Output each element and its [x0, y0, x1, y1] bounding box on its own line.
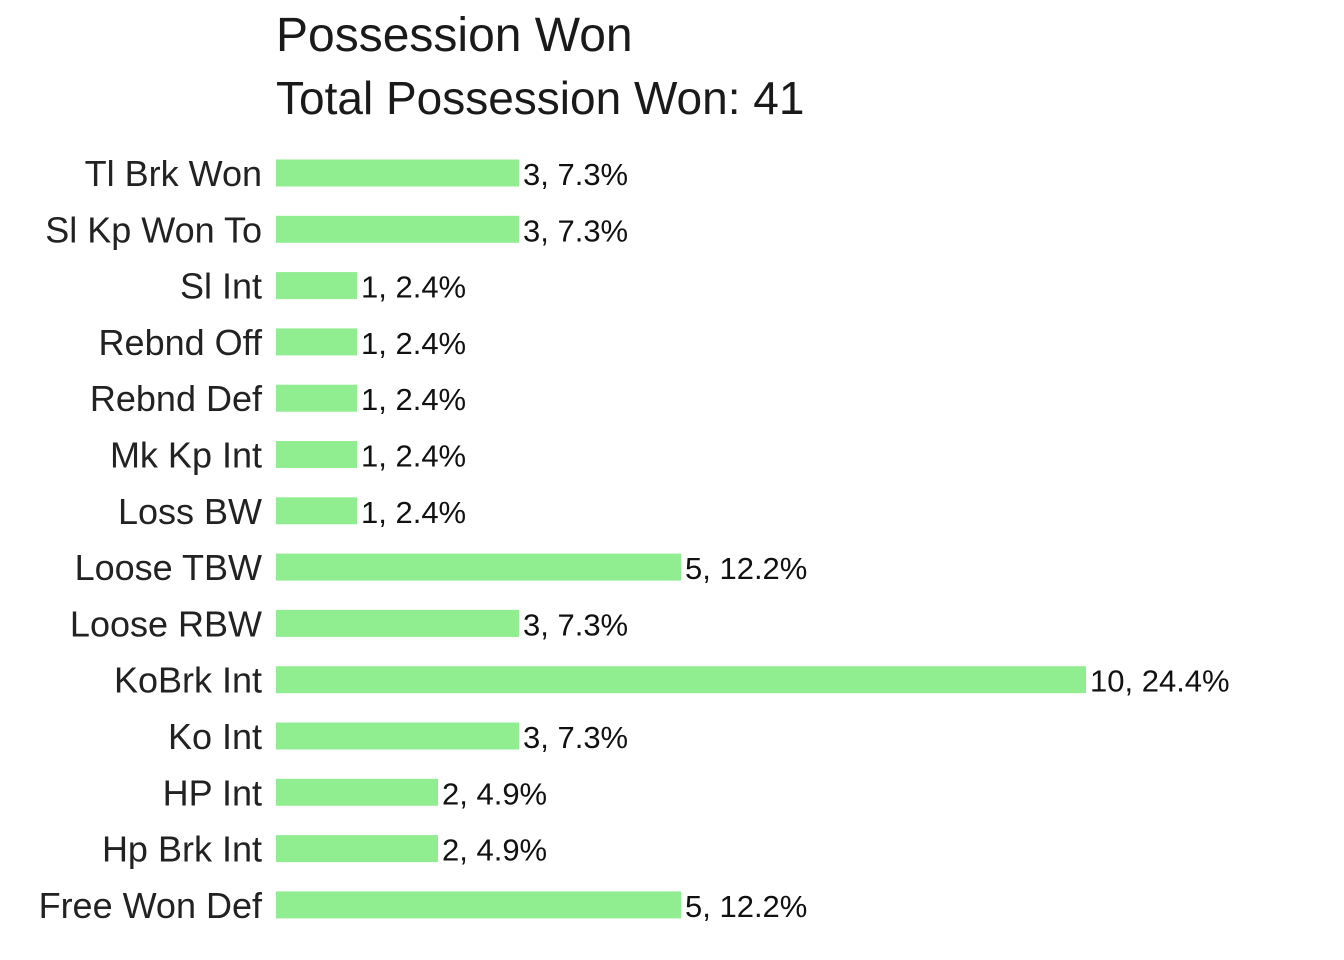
- bar: [276, 441, 357, 468]
- bar: [276, 272, 357, 300]
- bar: [276, 553, 681, 581]
- data-label: 1, 2.4%: [361, 382, 466, 417]
- category-label: Free Won Def: [39, 885, 263, 926]
- bar: [276, 891, 681, 919]
- category-label: Loose RBW: [70, 603, 262, 644]
- category-label: Loose TBW: [75, 547, 262, 588]
- data-label: 1, 2.4%: [361, 495, 466, 530]
- bar: [276, 384, 357, 412]
- data-label: 1, 2.4%: [361, 326, 466, 361]
- bar: [276, 215, 519, 243]
- category-label: Mk Kp Int: [110, 435, 262, 476]
- category-label: KoBrk Int: [114, 660, 262, 701]
- data-label: 10, 24.4%: [1090, 664, 1230, 699]
- bar: [276, 328, 357, 356]
- category-label: Rebnd Off: [99, 322, 263, 363]
- bar: [276, 497, 357, 525]
- bar: [276, 159, 519, 187]
- value-labels: 3, 7.3% 3, 7.3% 1, 2.4% 1, 2.4% 1, 2.4% 1, 2.…: [361, 157, 1230, 924]
- bar: [276, 722, 519, 750]
- data-label: 3, 7.3%: [523, 720, 628, 755]
- bars-group: [276, 159, 1086, 919]
- category-label: Rebnd Def: [90, 378, 263, 419]
- data-label: 1, 2.4%: [361, 270, 466, 305]
- bar: [276, 609, 519, 637]
- data-label: 5, 12.2%: [685, 889, 807, 924]
- category-labels: Tl Brk Won Sl Kp Won To Sl Int Rebnd Off Reb…: [39, 153, 263, 926]
- data-label: 2, 4.9%: [442, 833, 547, 868]
- chart-title: Possession Won: [276, 9, 633, 62]
- category-label: Ko Int: [168, 716, 262, 757]
- data-label: 3, 7.3%: [523, 157, 628, 192]
- bar: [276, 666, 1086, 694]
- data-label: 5, 12.2%: [685, 551, 807, 586]
- category-label: Hp Brk Int: [102, 829, 262, 870]
- data-label: 3, 7.3%: [523, 607, 628, 642]
- data-label: 2, 4.9%: [442, 776, 547, 811]
- category-label: Tl Brk Won: [85, 153, 262, 194]
- category-label: Sl Kp Won To: [45, 209, 262, 250]
- chart-subtitle: Total Possession Won: 41: [276, 72, 805, 124]
- data-label: 3, 7.3%: [523, 213, 628, 248]
- category-label: HP Int: [163, 772, 262, 813]
- data-label: 1, 2.4%: [361, 439, 466, 474]
- category-label: Sl Int: [180, 266, 262, 307]
- bar: [276, 835, 438, 863]
- category-label: Loss BW: [118, 491, 262, 532]
- bar: [276, 778, 438, 806]
